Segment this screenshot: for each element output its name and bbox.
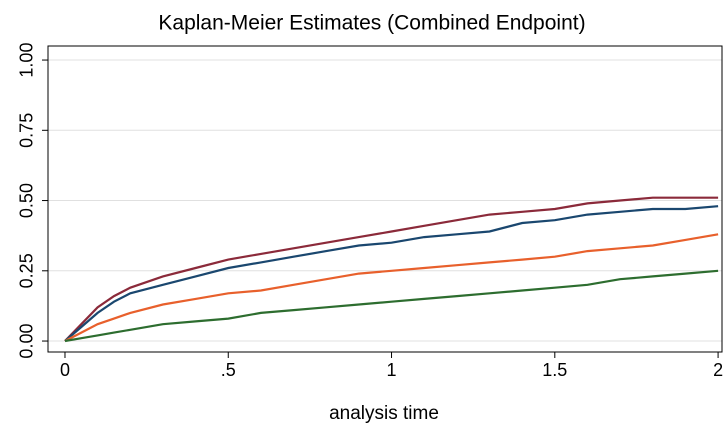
chart-title: Kaplan-Meier Estimates (Combined Endpoin… [158, 12, 585, 35]
y-tick-label: 1.00 [17, 43, 37, 78]
y-tick-label: 0.75 [17, 113, 37, 148]
km-curve [64, 233, 719, 342]
km-curve [64, 269, 719, 343]
x-tick-label: 0 [60, 360, 70, 380]
plot-frame [47, 45, 723, 353]
y-tick-label: 0.00 [17, 324, 37, 359]
y-tick-label: 0.25 [17, 253, 37, 288]
x-tick-label: .5 [221, 360, 236, 380]
x-tick-label: 1.5 [542, 360, 567, 380]
x-tick-label: 1 [387, 360, 397, 380]
km-curve [64, 196, 719, 342]
x-tick-label: 2 [713, 360, 723, 380]
x-axis-label: analysis time [329, 403, 439, 424]
y-tick-label: 0.50 [17, 183, 37, 218]
km-curve [64, 205, 719, 342]
